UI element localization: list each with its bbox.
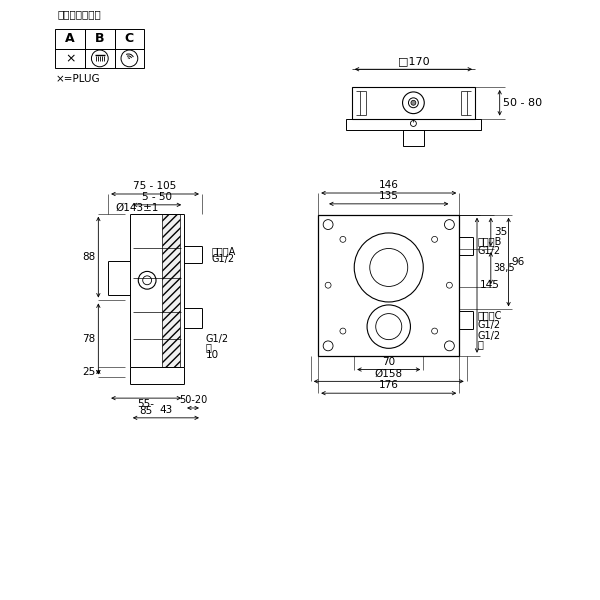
Text: G1/2: G1/2 bbox=[206, 334, 229, 344]
Bar bbox=[352, 87, 475, 119]
Text: 70: 70 bbox=[382, 356, 395, 367]
Text: 146: 146 bbox=[379, 180, 398, 190]
Text: 5 - 50: 5 - 50 bbox=[142, 192, 172, 202]
Text: G1/2: G1/2 bbox=[478, 331, 501, 340]
Text: 55-: 55- bbox=[137, 399, 155, 409]
Text: 96: 96 bbox=[512, 257, 525, 267]
Text: 吐出口使用方法: 吐出口使用方法 bbox=[58, 9, 101, 19]
Bar bbox=[85, 49, 115, 68]
Circle shape bbox=[411, 100, 416, 105]
Text: 176: 176 bbox=[379, 380, 398, 390]
Text: 吐出口B: 吐出口B bbox=[478, 236, 502, 246]
Text: 43: 43 bbox=[159, 405, 173, 415]
Text: A: A bbox=[65, 32, 75, 45]
Text: 85: 85 bbox=[140, 406, 153, 416]
Bar bbox=[403, 130, 424, 146]
Text: G1/2: G1/2 bbox=[212, 254, 235, 263]
Bar bbox=[115, 29, 144, 49]
Text: G1/2: G1/2 bbox=[478, 245, 501, 256]
Text: 35: 35 bbox=[494, 227, 507, 237]
Text: 145: 145 bbox=[480, 280, 500, 290]
Text: 88: 88 bbox=[82, 252, 95, 262]
Text: 38,5: 38,5 bbox=[494, 263, 515, 273]
Bar bbox=[55, 49, 85, 68]
Text: B: B bbox=[95, 32, 104, 45]
Text: Ø158: Ø158 bbox=[374, 368, 403, 379]
Text: 50 - 80: 50 - 80 bbox=[503, 98, 542, 108]
Text: 吐出口A: 吐出口A bbox=[212, 245, 236, 256]
Text: 50-20: 50-20 bbox=[179, 395, 207, 405]
Bar bbox=[55, 29, 85, 49]
Text: 25: 25 bbox=[82, 367, 95, 377]
Text: ×: × bbox=[65, 52, 76, 65]
Text: □170: □170 bbox=[398, 56, 429, 66]
Text: 10: 10 bbox=[206, 350, 219, 360]
Text: G1/2: G1/2 bbox=[478, 320, 501, 329]
Text: 水: 水 bbox=[478, 340, 484, 349]
Text: 135: 135 bbox=[379, 191, 398, 201]
Text: ×=PLUG: ×=PLUG bbox=[55, 74, 100, 84]
Bar bbox=[346, 119, 481, 130]
Text: 75 - 105: 75 - 105 bbox=[133, 181, 176, 191]
Text: 湯: 湯 bbox=[206, 342, 212, 352]
Text: 吐出口C: 吐出口C bbox=[478, 310, 502, 320]
Bar bbox=[115, 49, 144, 68]
Bar bbox=[318, 215, 459, 356]
Bar bbox=[162, 214, 179, 367]
Text: 78: 78 bbox=[82, 334, 95, 344]
Bar bbox=[85, 29, 115, 49]
Text: Ø143±1: Ø143±1 bbox=[116, 203, 159, 213]
Text: C: C bbox=[125, 32, 134, 45]
